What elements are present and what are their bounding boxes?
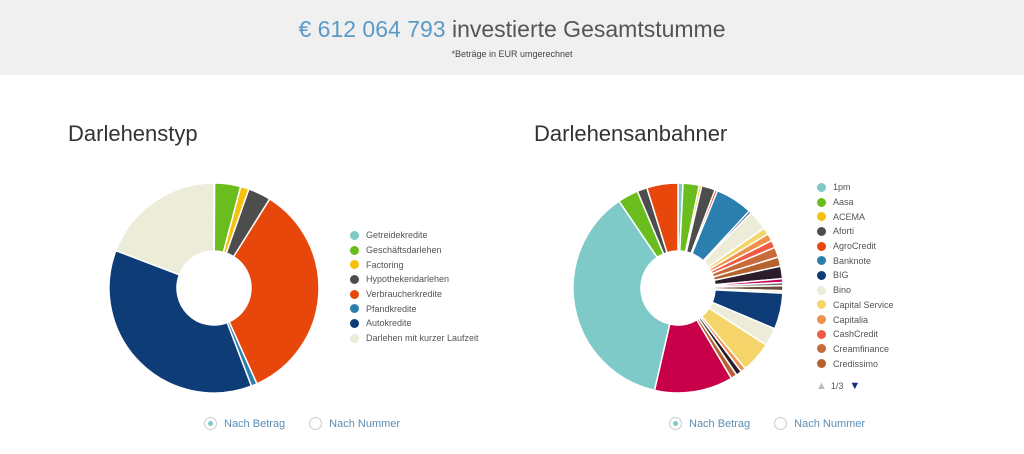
legend-label: Credissimo <box>833 358 879 369</box>
legend-dot-icon <box>817 256 826 266</box>
legend-dot-icon <box>817 197 826 207</box>
legend-item[interactable]: Pfandkredite <box>350 301 479 316</box>
legend-dot-icon <box>350 318 359 328</box>
legend-item[interactable]: Credissimo <box>817 356 894 371</box>
legend-item[interactable]: Verbraucherkredite <box>350 287 479 302</box>
legend-dot-icon <box>817 270 826 280</box>
legend-label: Capitalia <box>833 314 869 325</box>
legend-item[interactable]: Banknote <box>817 253 894 268</box>
legend-item[interactable]: Aasa <box>817 195 894 210</box>
legend-label: AgroCredit <box>833 241 877 252</box>
sort-by-number-label: Nach Nummer <box>329 417 401 430</box>
legend-label: CashCredit <box>833 329 879 340</box>
legend-item[interactable]: CashCredit <box>817 327 894 342</box>
pie-slice-darlehen-mit-kurzer-laufzeit[interactable] <box>114 182 215 276</box>
sort-by-amount-label: Nach Betrag <box>224 417 286 430</box>
sort-by-amount-label: Nach Betrag <box>689 417 751 430</box>
legend-item[interactable]: Getreidekredite <box>350 228 479 243</box>
currency-note: *Beträge in EUR umgerechnet <box>451 49 573 59</box>
legend-label: Banknote <box>833 255 872 266</box>
legend-dot-icon <box>817 285 826 295</box>
legend-label: Autokredite <box>366 318 412 329</box>
legend-item[interactable]: Creamfinance <box>817 342 894 357</box>
legend-item[interactable]: Factoring <box>350 257 479 272</box>
legend-dot-icon <box>817 315 826 325</box>
legend-label: 1pm <box>833 182 851 193</box>
legend-dot-icon <box>817 241 826 251</box>
radio-unselected-icon[interactable] <box>774 417 788 430</box>
originator-title: Darlehensanbahner <box>534 121 728 146</box>
legend-dot-icon <box>350 333 359 343</box>
originator-sort-options: Nach Betrag Nach Nummer <box>669 417 889 430</box>
legend-label: Creamfinance <box>833 343 890 354</box>
sort-by-number-option[interactable]: Nach Nummer <box>774 417 865 430</box>
legend-dot-icon <box>817 329 826 339</box>
legend-item[interactable]: ACEMA <box>817 209 894 224</box>
legend-item[interactable]: AgroCredit <box>817 239 894 254</box>
legend-label: Factoring <box>366 259 404 270</box>
legend-item[interactable]: Capital Service <box>817 298 894 313</box>
legend-label: Darlehen mit kurzer Laufzeit <box>366 333 479 344</box>
legend-label: ACEMA <box>833 211 866 222</box>
legend-label: Verbraucherkredite <box>366 289 443 300</box>
legend-item[interactable]: 1pm <box>817 180 894 195</box>
total-amount: € 612 064 793 <box>298 16 446 42</box>
sort-by-amount-option[interactable]: Nach Betrag <box>669 417 750 430</box>
pie-slice-s29[interactable] <box>645 182 679 254</box>
pie-slice-autokredite[interactable] <box>108 249 253 394</box>
legend-dot-icon <box>350 274 359 284</box>
legend-dot-icon <box>350 260 359 270</box>
legend-label: Aasa <box>833 197 854 208</box>
loan-type-title: Darlehenstyp <box>68 121 198 146</box>
sort-by-number-option[interactable]: Nach Nummer <box>309 417 400 430</box>
loan-type-sort-options: Nach Betrag Nach Nummer <box>204 417 424 430</box>
legend-label: Pfandkredite <box>366 303 417 314</box>
legend-dot-icon <box>817 182 826 192</box>
summary-header: € 612 064 793 investierte Gesamtstumme *… <box>0 0 1024 75</box>
legend-label: Capital Service <box>833 299 894 310</box>
legend-label: Hypothekendarlehen <box>366 274 450 285</box>
legend-pager: ▲ 1/3 ▼ <box>816 380 864 392</box>
legend-dot-icon <box>350 304 359 314</box>
legend-dot-icon <box>817 212 826 222</box>
radio-selected-icon[interactable] <box>204 417 217 430</box>
legend-label: Bino <box>833 285 852 296</box>
total-invested-headline: € 612 064 793 investierte Gesamtstumme <box>0 16 1024 43</box>
legend-dot-icon <box>817 344 826 354</box>
page-indicator: 1/3 <box>830 381 844 391</box>
legend-label: Aforti <box>833 226 855 237</box>
radio-unselected-icon[interactable] <box>309 417 323 430</box>
headline-text: investierte Gesamtstumme <box>445 16 726 42</box>
page-down-icon[interactable]: ▼ <box>849 380 861 392</box>
loan-type-donut-chart <box>108 182 320 394</box>
legend-item[interactable]: Autokredite <box>350 316 479 331</box>
legend-dot-icon <box>817 359 826 369</box>
pie-slice-s26[interactable] <box>572 200 671 392</box>
legend-label: Geschäftsdarlehen <box>366 245 442 256</box>
legend-label: Getreidekredite <box>366 230 428 241</box>
legend-dot-icon <box>350 230 359 240</box>
page-up-icon[interactable]: ▲ <box>816 380 827 392</box>
legend-item[interactable]: Bino <box>817 283 894 298</box>
legend-dot-icon <box>817 226 826 236</box>
originator-donut-chart <box>572 182 784 394</box>
legend-label: BIG <box>833 270 849 281</box>
legend-item[interactable]: Aforti <box>817 224 894 239</box>
legend-item[interactable]: BIG <box>817 268 894 283</box>
legend-item[interactable]: Geschäftsdarlehen <box>350 243 479 258</box>
legend-item[interactable]: Darlehen mit kurzer Laufzeit <box>350 331 479 346</box>
legend-dot-icon <box>350 245 359 255</box>
legend-item[interactable]: Capitalia <box>817 312 894 327</box>
sort-by-number-label: Nach Nummer <box>794 417 866 430</box>
legend-dot-icon <box>817 300 826 310</box>
originator-legend: 1pm Aasa ACEMA Aforti AgroCredit Banknote BIG B… <box>817 180 894 371</box>
legend-dot-icon <box>350 289 359 299</box>
pie-slice-verbraucherkredite[interactable] <box>228 197 320 385</box>
sort-by-amount-option[interactable]: Nach Betrag <box>204 417 285 430</box>
legend-item[interactable]: Hypothekendarlehen <box>350 272 479 287</box>
radio-selected-icon[interactable] <box>669 417 682 430</box>
loan-type-legend: Getreidekredite Geschäftsdarlehen Factorin… <box>350 228 479 346</box>
